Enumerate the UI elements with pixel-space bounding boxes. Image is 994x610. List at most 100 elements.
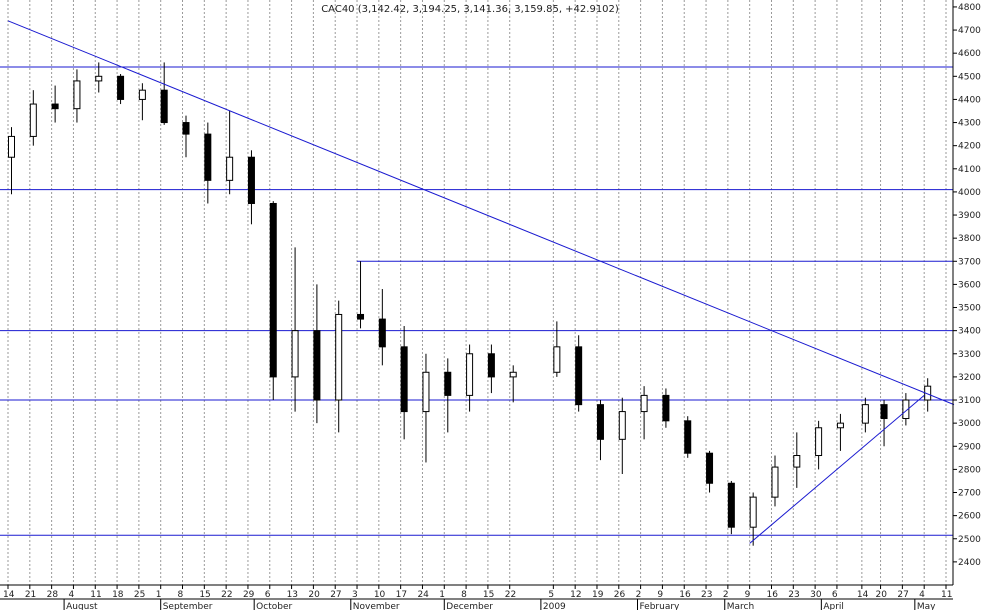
candle-body-up — [138, 89, 146, 100]
x-tick-label: 12 — [570, 590, 581, 600]
month-label: November — [353, 602, 400, 610]
candle-body-down — [269, 202, 277, 378]
candle-body-down — [596, 404, 604, 440]
x-tick-label: 8 — [461, 590, 467, 600]
y-tick-label: 4200 — [958, 142, 981, 152]
y-tick-label: 3200 — [958, 373, 981, 383]
month-label: May — [917, 602, 936, 610]
x-tick-label: 9 — [657, 590, 663, 600]
x-tick-label: 6 — [832, 590, 838, 600]
candle-body-up — [553, 346, 561, 373]
candle-body-down — [706, 452, 714, 484]
x-tick-label: 3 — [352, 590, 358, 600]
grid-layer — [7, 0, 947, 585]
x-tick-label: 28 — [47, 590, 59, 600]
y-tick-label: 3100 — [958, 396, 981, 406]
month-label: December — [446, 602, 493, 610]
y-tick-label: 3700 — [958, 257, 981, 267]
x-tick-label: 1 — [439, 590, 445, 600]
month-label: September — [163, 602, 213, 610]
month-label: October — [256, 602, 292, 610]
candle-body-up — [640, 394, 648, 413]
x-tick-label: 22 — [505, 590, 516, 600]
horizontal-lines-layer — [0, 66, 953, 536]
candle-body-down — [880, 404, 888, 420]
trendlines-layer — [7, 20, 955, 544]
candle-body-up — [902, 399, 910, 420]
x-tick-label: 26 — [614, 590, 626, 600]
x-tick-label: 23 — [788, 590, 799, 600]
x-tick-label: 15 — [483, 590, 494, 600]
candle-body-up — [291, 330, 299, 378]
downtrend-trendline — [7, 20, 955, 406]
candle-body-up — [836, 422, 844, 429]
candle-body-up — [509, 371, 517, 378]
candle-body-up — [618, 411, 626, 440]
candle-body-down — [247, 156, 255, 204]
month-label: April — [823, 602, 844, 610]
candle-body-up — [73, 80, 81, 110]
y-tick-label: 2400 — [958, 558, 981, 568]
candle-body-up — [95, 75, 103, 82]
y-tick-label: 3900 — [958, 211, 981, 221]
x-tick-label: 6 — [265, 590, 271, 600]
x-tick-label: 20 — [308, 590, 320, 600]
y-tick-label: 4100 — [958, 165, 981, 175]
x-tick-label: 30 — [810, 590, 822, 600]
y-tick-label: 2800 — [958, 465, 981, 475]
x-tick-label: 14 — [857, 590, 869, 600]
candle-body-down — [378, 318, 386, 348]
candle-body-up — [466, 353, 474, 396]
candle-body-down — [313, 330, 321, 401]
y-tick-label: 2600 — [958, 512, 981, 522]
x-tick-label: 11 — [90, 590, 101, 600]
candle-body-down — [160, 89, 168, 124]
y-tick-label: 3500 — [958, 304, 981, 314]
y-tick-label: 2900 — [958, 442, 981, 452]
month-label: August — [66, 602, 98, 610]
uptrend-trendline — [749, 395, 925, 544]
x-tick-label: 18 — [112, 590, 124, 600]
y-tick-label: 4500 — [958, 72, 981, 82]
x-tick-label: 23 — [701, 590, 712, 600]
x-tick-label: 5 — [548, 590, 554, 600]
x-tick-label: 10 — [374, 590, 386, 600]
candle-body-up — [815, 427, 823, 457]
x-tick-label: 16 — [679, 590, 691, 600]
y-tick-label: 3400 — [958, 327, 981, 337]
y-tick-label: 3300 — [958, 350, 981, 360]
y-tick-label: 2500 — [958, 535, 981, 545]
x-tick-label: 14 — [3, 590, 15, 600]
x-tick-label: 27 — [330, 590, 341, 600]
y-tick-label: 4400 — [958, 95, 981, 105]
month-label: March — [727, 602, 754, 610]
candle-body-up — [793, 455, 801, 468]
x-tick-label: 4 — [68, 590, 74, 600]
x-tick-label: 2 — [723, 590, 729, 600]
x-tick-label: 2 — [636, 590, 642, 600]
x-tick-label: 20 — [876, 590, 888, 600]
x-tick-label: 16 — [766, 590, 778, 600]
x-tick-label: 17 — [396, 590, 407, 600]
candles-layer — [8, 62, 932, 546]
candle-body-down — [51, 103, 59, 110]
y-tick-label: 4600 — [958, 49, 981, 59]
y-tick-label: 3600 — [958, 280, 981, 290]
candle-body-up — [226, 156, 234, 181]
candle-body-up — [29, 103, 37, 137]
x-tick-label: 15 — [199, 590, 210, 600]
candle-body-up — [771, 466, 779, 498]
candle-body-down — [444, 371, 452, 396]
x-tick-label: 11 — [941, 590, 952, 600]
chart-title: CAC40 (3,142.42, 3,194.25, 3,141.36, 3,1… — [321, 4, 619, 15]
candle-body-down — [662, 394, 670, 422]
y-tick-label: 3800 — [958, 234, 981, 244]
candle-body-down — [357, 313, 365, 320]
y-tick-label: 2700 — [958, 489, 981, 499]
candle-body-down — [727, 482, 735, 528]
candle-body-up — [861, 404, 869, 424]
